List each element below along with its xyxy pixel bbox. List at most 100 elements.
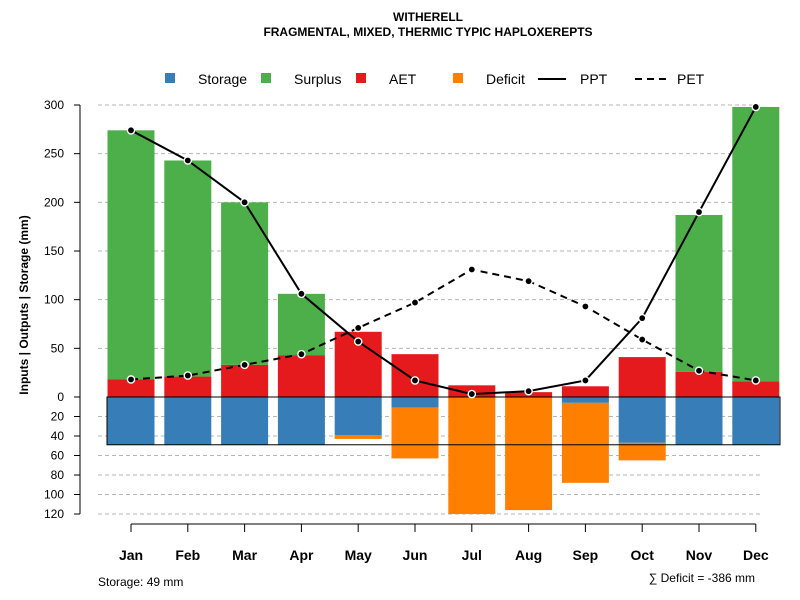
y-tick-label: 80	[51, 468, 65, 482]
y-tick-label: 20	[51, 410, 65, 424]
aet-bar	[675, 371, 723, 397]
legend-swatch-surplus	[261, 73, 271, 83]
y-tick-label: 100	[44, 488, 64, 502]
ppt-point	[524, 386, 533, 396]
aet-bar	[391, 354, 439, 397]
legend-label-deficit: Deficit	[486, 71, 525, 87]
aet-bar	[732, 381, 780, 397]
y-tick-label: 300	[44, 98, 64, 112]
storage-bar	[334, 397, 382, 436]
surplus-bar	[221, 202, 269, 365]
storage-bar	[221, 397, 269, 445]
x-tick-label: Oct	[631, 547, 655, 563]
legend-label-ppt: PPT	[580, 71, 608, 87]
x-tick-label: Dec	[743, 547, 769, 563]
aet-bar	[107, 379, 155, 397]
storage-bar	[164, 397, 212, 445]
y-tick-label: 60	[51, 449, 65, 463]
legend-label-pet: PET	[677, 71, 705, 87]
ppt-point	[353, 337, 363, 346]
x-tick-label: Aug	[515, 547, 542, 563]
storage-bar	[732, 397, 780, 445]
footer-storage: Storage: 49 mm	[98, 575, 183, 589]
deficit-bar	[618, 442, 666, 461]
x-tick-label: Sep	[573, 547, 599, 563]
deficit-bar	[561, 402, 609, 483]
storage-bar	[277, 397, 325, 445]
x-tick-label: Apr	[289, 547, 314, 563]
x-tick-label: Jun	[403, 547, 428, 563]
surplus-bar	[164, 160, 212, 377]
ppt-point	[467, 389, 477, 399]
legend-label-aet: AET	[389, 71, 417, 87]
x-tick-label: Feb	[175, 547, 200, 563]
ppt-point	[751, 102, 761, 112]
ppt-point	[297, 289, 306, 299]
y-tick-label: 50	[51, 341, 65, 355]
y-axis-label: Inputs | Outputs | Storage (mm)	[17, 215, 31, 394]
ppt-line	[130, 106, 757, 396]
aet-bar	[221, 364, 269, 397]
pet-point	[126, 375, 136, 384]
x-tick-label: Jan	[119, 547, 143, 563]
y-tick-label: 200	[44, 195, 64, 209]
axes: 300 250 200 150 100 50 0 20 40 60 80 100 120 Jan Feb Ma…	[44, 98, 769, 563]
storage-bar	[675, 397, 723, 445]
ppt-point	[410, 376, 420, 385]
y-tick-label: 150	[44, 244, 64, 258]
ppt-point	[637, 313, 647, 323]
pet-point	[240, 360, 249, 370]
storage-bar	[107, 397, 155, 445]
deficit-bar	[334, 435, 382, 439]
deficit-bar	[505, 397, 553, 511]
legend: Storage Surplus AET Deficit PPT PET	[165, 71, 705, 87]
deficit-bar	[391, 407, 439, 459]
pet-point	[637, 335, 647, 344]
pet-point	[183, 371, 193, 380]
y-tick-label: 120	[44, 507, 64, 521]
aet-bar	[164, 376, 212, 397]
y-tick-label: 250	[44, 147, 64, 161]
surplus-bar	[675, 214, 723, 372]
storage-bar	[391, 397, 439, 408]
legend-swatch-deficit	[453, 73, 463, 83]
legend-label-storage: Storage	[198, 71, 247, 87]
storage-capacity-box	[106, 396, 781, 446]
legend-swatch-aet	[356, 73, 366, 83]
pet-point	[694, 366, 704, 376]
deficit-bar	[448, 397, 496, 514]
surplus-bar	[732, 106, 780, 382]
storage-capacity-box-outline	[106, 396, 781, 446]
surplus-bar	[277, 293, 325, 356]
y-tick-label: 0	[57, 390, 64, 404]
aet-bar	[561, 386, 609, 397]
pet-point	[467, 265, 477, 274]
ppt-point	[126, 126, 136, 135]
x-tick-label: May	[345, 547, 372, 563]
chart-title: WITHERELL	[393, 10, 463, 24]
bars	[107, 106, 780, 514]
y-tick-label: 100	[44, 293, 64, 307]
lines	[126, 102, 761, 399]
pet-point	[581, 302, 590, 311]
legend-swatch-storage	[165, 73, 175, 83]
pet-point	[524, 276, 533, 286]
ppt-point	[694, 207, 704, 217]
footer-deficit: ∑ Deficit = -386 mm	[649, 571, 755, 585]
x-tick-label: Jul	[462, 547, 482, 563]
pet-point	[297, 349, 306, 359]
ppt-point	[183, 156, 193, 165]
storage-bar	[561, 397, 609, 403]
legend-label-surplus: Surplus	[294, 71, 341, 87]
pet-line	[130, 268, 756, 382]
pet-point	[353, 323, 363, 333]
x-tick-label: Mar	[232, 547, 257, 563]
surplus-bar	[107, 130, 155, 380]
ppt-point	[581, 376, 590, 385]
pet-point	[410, 298, 420, 307]
ppt-point	[240, 198, 249, 207]
pet-point	[751, 376, 761, 385]
x-tick-label: Nov	[686, 547, 713, 563]
aet-bar	[277, 355, 325, 397]
